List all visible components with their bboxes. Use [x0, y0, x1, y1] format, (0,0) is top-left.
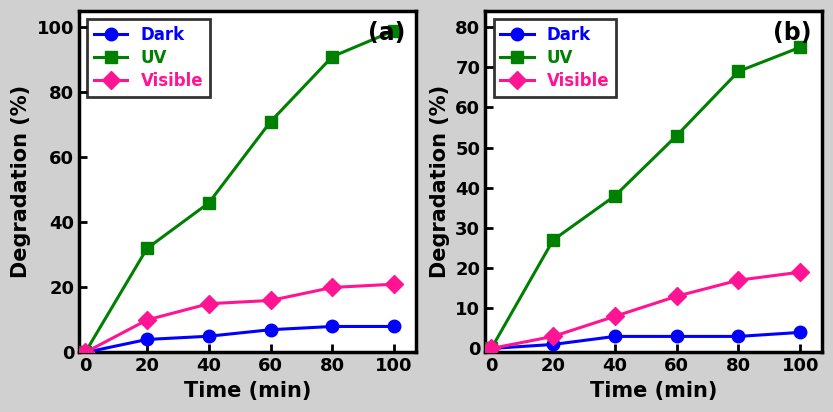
UV	[266, 119, 276, 124]
Line: Dark: Dark	[485, 326, 806, 355]
Line: UV: UV	[485, 41, 806, 355]
UV	[389, 28, 399, 33]
UV	[734, 69, 744, 74]
Visible	[80, 350, 90, 355]
Dark	[734, 334, 744, 339]
Line: UV: UV	[79, 24, 401, 359]
Visible	[389, 282, 399, 287]
Line: Visible: Visible	[79, 278, 401, 359]
Y-axis label: Degradation (%): Degradation (%)	[11, 85, 31, 279]
Text: (a): (a)	[368, 21, 406, 45]
Legend: Dark, UV, Visible: Dark, UV, Visible	[493, 19, 616, 97]
Dark	[327, 324, 337, 329]
Visible	[327, 285, 337, 290]
UV	[610, 193, 620, 198]
Visible	[610, 314, 620, 319]
X-axis label: Time (min): Time (min)	[590, 381, 717, 401]
UV	[548, 238, 558, 243]
Dark	[548, 342, 558, 347]
Dark	[142, 337, 152, 342]
UV	[80, 350, 90, 355]
Dark	[671, 334, 681, 339]
Visible	[204, 301, 214, 306]
UV	[327, 54, 337, 59]
X-axis label: Time (min): Time (min)	[184, 381, 311, 401]
Dark	[204, 334, 214, 339]
Visible	[266, 298, 276, 303]
UV	[671, 133, 681, 138]
Dark	[796, 330, 806, 335]
Visible	[734, 278, 744, 283]
Line: Visible: Visible	[485, 266, 806, 355]
Dark	[389, 324, 399, 329]
Visible	[142, 318, 152, 323]
Legend: Dark, UV, Visible: Dark, UV, Visible	[87, 19, 210, 97]
UV	[204, 201, 214, 206]
Visible	[486, 346, 496, 351]
Dark	[486, 346, 496, 351]
Visible	[796, 270, 806, 275]
UV	[486, 346, 496, 351]
Dark	[266, 327, 276, 332]
Line: Dark: Dark	[79, 320, 401, 359]
Visible	[548, 334, 558, 339]
Dark	[80, 350, 90, 355]
Text: (b): (b)	[773, 21, 812, 45]
UV	[142, 246, 152, 251]
Visible	[671, 294, 681, 299]
Y-axis label: Degradation (%): Degradation (%)	[430, 85, 450, 279]
UV	[796, 45, 806, 50]
Dark	[610, 334, 620, 339]
